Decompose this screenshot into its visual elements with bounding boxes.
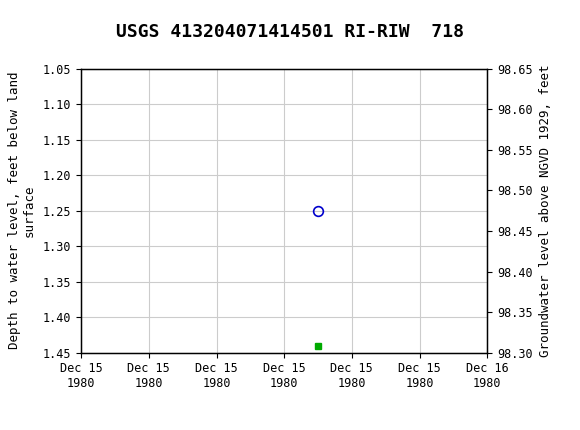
Text: USGS: USGS bbox=[44, 12, 99, 29]
Y-axis label: Groundwater level above NGVD 1929, feet: Groundwater level above NGVD 1929, feet bbox=[539, 64, 553, 357]
Y-axis label: Depth to water level, feet below land
surface: Depth to water level, feet below land su… bbox=[8, 72, 36, 350]
Text: USGS 413204071414501 RI-RIW  718: USGS 413204071414501 RI-RIW 718 bbox=[116, 23, 464, 41]
